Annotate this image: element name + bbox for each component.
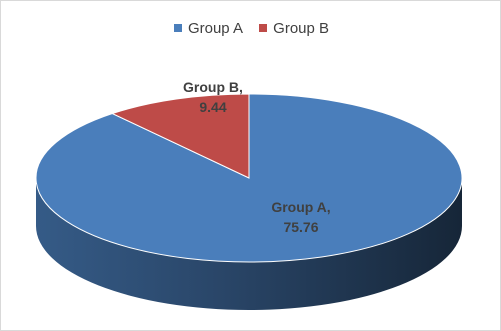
legend-label-group-a: Group A [187, 19, 243, 37]
data-label-group-b: Group B, 9.44 [183, 79, 243, 115]
legend-swatch-group-a [173, 24, 182, 32]
chart-legend: Group A Group B [1, 19, 501, 37]
pie-slice-group-b [111, 93, 250, 179]
legend-item-group-a: Group A [173, 19, 243, 37]
legend-swatch-group-b [259, 24, 268, 32]
legend-item-group-b: Group B [259, 20, 329, 37]
pie-slice-side-group-a [36, 178, 462, 310]
legend-label-group-b: Group B [273, 19, 330, 37]
data-label-group-a: Group A, 75.76 [271, 199, 330, 235]
